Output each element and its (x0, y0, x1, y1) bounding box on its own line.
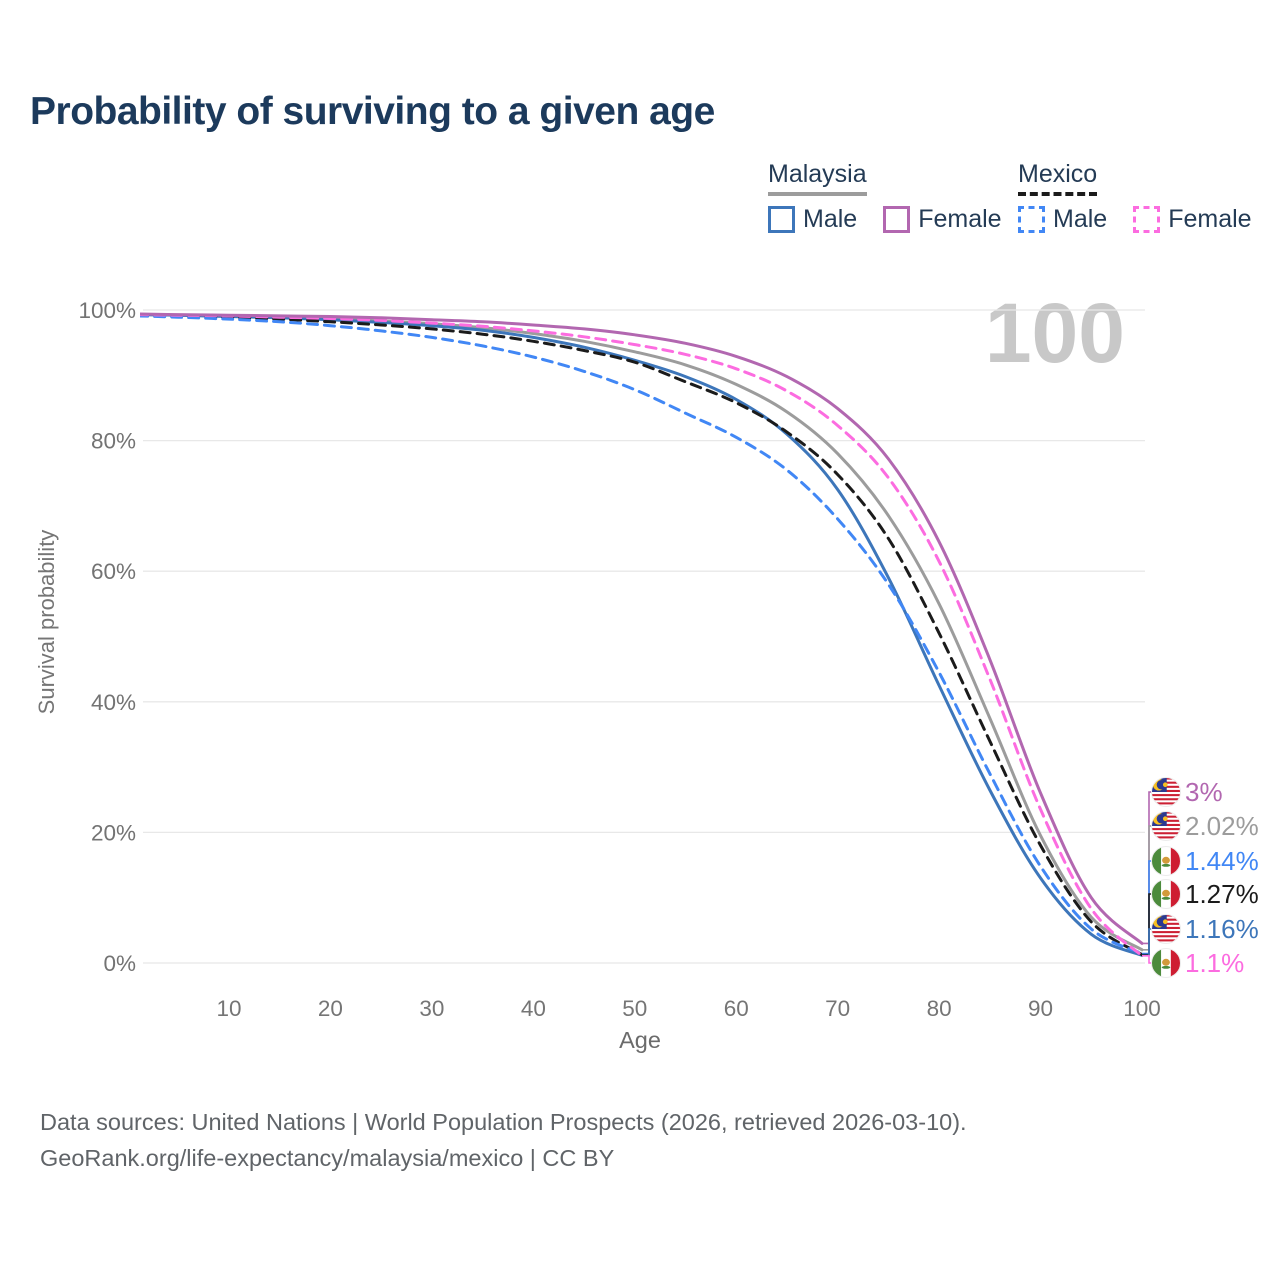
x-tick-label: 70 (825, 996, 850, 1021)
legend-group-malaysia: Malaysia Male Female (768, 160, 1002, 234)
end-label-connector (1142, 955, 1152, 964)
x-tick-label: 20 (318, 996, 343, 1021)
legend-item-label: Male (1053, 205, 1108, 233)
mexico-female-swatch-icon (1133, 206, 1161, 233)
legend-underline-dashed (1018, 192, 1098, 196)
age-watermark: 100 (985, 286, 1125, 380)
x-tick-label: 10 (216, 996, 241, 1021)
legend-item-mexico-female[interactable]: Female (1133, 205, 1252, 234)
legend-country-mexico: Mexico (1018, 160, 1098, 188)
legend-head-mexico: Mexico (1018, 160, 1098, 196)
legend-item-malaysia-female[interactable]: Female (883, 205, 1002, 234)
end-label-value: 3% (1185, 777, 1223, 807)
y-tick-label: 0% (103, 951, 136, 976)
mexico-flag-icon (1151, 879, 1181, 909)
footer-sources: Data sources: United Nations | World Pop… (40, 1109, 967, 1135)
end-label-value: 1.16% (1185, 914, 1259, 944)
curve-mexico-female (140, 313, 1144, 958)
end-labels: 3% 2.02% 1.44%1.27% 1.16% 1.1% (1142, 777, 1259, 978)
flag-ring (1151, 846, 1181, 876)
legend-item-mexico-male[interactable]: Male (1018, 205, 1107, 234)
x-tick-label: 90 (1028, 996, 1053, 1021)
legend-head-malaysia: Malaysia (768, 160, 867, 196)
x-axis-ticks: 10 20 30 40 50 60 70 80 90 100 (216, 996, 1160, 1021)
curve-mexico-male (140, 314, 1144, 956)
survival-curves (140, 312, 1144, 958)
end-label-connector (1142, 825, 1152, 951)
mexico-male-swatch-icon (1018, 206, 1045, 233)
y-tick-label: 80% (91, 429, 136, 454)
legend-item-label: Female (1168, 205, 1252, 233)
malaysia-flag-icon (1151, 777, 1181, 807)
mexico-flag-icon (1151, 846, 1181, 876)
flag-ring (1151, 811, 1181, 841)
x-tick-label: 100 (1123, 996, 1161, 1021)
mexico-flag-icon (1151, 948, 1181, 978)
curve-malaysia-male (140, 313, 1144, 957)
y-tick-label: 20% (91, 820, 136, 845)
end-label-value: 2.02% (1185, 811, 1259, 841)
x-tick-label: 30 (419, 996, 444, 1021)
curve-malaysia-all (140, 313, 1144, 952)
end-label-connector (1142, 791, 1152, 945)
y-tick-label: 100% (78, 298, 136, 323)
end-label-value: 1.1% (1185, 948, 1244, 978)
legend-items-mexico: Male Female (1018, 205, 1252, 234)
y-axis-ticks: 100% 80% 60% 40% 20% 0% (78, 298, 136, 976)
malaysia-female-swatch-icon (883, 206, 911, 233)
curve-malaysia-female (140, 312, 1144, 945)
x-tick-label: 50 (622, 996, 647, 1021)
legend-items-malaysia: Male Female (768, 205, 1002, 234)
legend-item-label: Male (803, 205, 858, 233)
flag-ring (1151, 777, 1181, 807)
end-label-connector (1142, 893, 1152, 956)
legend-item-malaysia-male[interactable]: Male (768, 205, 857, 234)
legend-item-label: Female (918, 205, 1002, 233)
footer-attribution: GeoRank.org/life-expectancy/malaysia/mex… (40, 1145, 615, 1171)
x-axis-title: Age (619, 1027, 661, 1053)
x-tick-label: 80 (927, 996, 952, 1021)
y-tick-label: 60% (91, 559, 136, 584)
curve-mexico-all (140, 313, 1144, 957)
footer: Data sources: United Nations | World Pop… (40, 1104, 967, 1176)
legend-underline-solid (768, 192, 867, 196)
end-label-connector (1142, 928, 1152, 957)
end-label-value: 1.44% (1185, 846, 1259, 876)
end-label-connector (1142, 860, 1152, 955)
flag-ring (1151, 879, 1181, 909)
y-tick-label: 40% (91, 690, 136, 715)
legend-group-mexico: Mexico Male Female (1018, 160, 1252, 234)
malaysia-male-swatch-icon (768, 206, 795, 233)
end-label-value: 1.27% (1185, 879, 1259, 909)
x-tick-label: 40 (521, 996, 546, 1021)
flag-ring (1151, 948, 1181, 978)
legend-country-malaysia: Malaysia (768, 160, 867, 188)
page-title: Probability of surviving to a given age (30, 90, 715, 133)
flag-ring (1151, 914, 1181, 944)
x-tick-label: 60 (724, 996, 749, 1021)
gridlines (143, 309, 1145, 964)
